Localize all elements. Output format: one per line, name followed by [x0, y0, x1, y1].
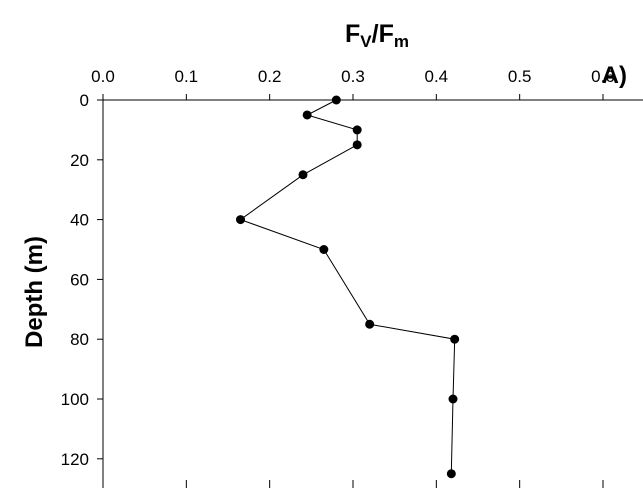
- x-tick-label: 0.5: [508, 67, 532, 86]
- data-point: [448, 394, 458, 404]
- panel-label: A): [602, 62, 627, 89]
- data-point: [319, 245, 329, 254]
- y-tick-label: 80: [70, 330, 89, 349]
- data-point: [446, 469, 456, 479]
- data-point: [298, 170, 308, 180]
- axes-layer: 0.0 0.1 0.2 0.3 0.4 0.5 0.6 0 20 40 60 80 100 120: [61, 67, 643, 488]
- series-layer: [236, 95, 460, 479]
- x-tick-label: 0.3: [341, 67, 365, 86]
- y-tick-label: 20: [70, 151, 89, 170]
- data-point: [365, 319, 375, 329]
- data-point: [302, 110, 312, 120]
- y-tick-label: 100: [61, 390, 89, 409]
- data-point: [352, 125, 362, 135]
- x-tick-label: 0.4: [425, 67, 449, 86]
- series-line: [239, 99, 456, 474]
- data-point: [352, 140, 362, 150]
- data-point: [331, 95, 341, 105]
- y-tick-label: 60: [70, 270, 89, 289]
- x-tick-label: 0.0: [91, 67, 115, 86]
- x-tick-label: 0.1: [175, 67, 199, 86]
- x-axis-title: FV/Fm: [345, 20, 409, 51]
- y-axis-title: Depth (m): [21, 236, 48, 348]
- data-point: [450, 334, 460, 344]
- y-tick-label: 120: [61, 450, 89, 469]
- y-tick-label: 0: [80, 91, 89, 110]
- x-tick-label: 0.6: [591, 67, 615, 86]
- y-tick-label: 40: [70, 211, 89, 230]
- x-tick-label: 0.2: [258, 67, 282, 86]
- data-point: [236, 215, 245, 225]
